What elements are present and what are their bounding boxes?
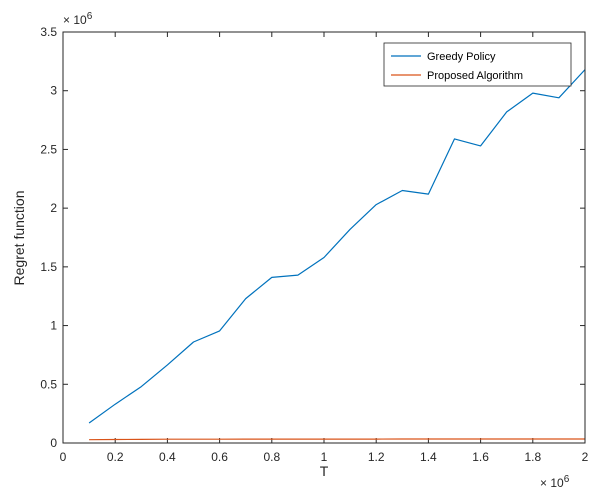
x-tick-label: 1.8 (524, 450, 541, 464)
y-tick-label: 0.5 (40, 377, 57, 391)
series-line-greedy-policy (88, 69, 586, 424)
y-tick-label: 1.5 (40, 260, 57, 274)
y-tick-label: 3.5 (40, 25, 57, 39)
y-exponent-label: × 106 (63, 11, 93, 27)
y-axis-label: Regret function (11, 191, 27, 286)
y-tick-label: 3 (50, 84, 57, 98)
legend-box (383, 42, 572, 87)
series-layer (88, 69, 586, 441)
x-tick-label: 0.8 (263, 450, 280, 464)
x-tick-label: 1.2 (368, 450, 385, 464)
x-tick-label: 1.4 (420, 450, 437, 464)
y-tick-label: 2 (50, 201, 57, 215)
plot-area (63, 32, 585, 443)
x-axis-label: T (320, 463, 329, 479)
x-tick-label: 1 (321, 450, 328, 464)
x-tick-label: 0.6 (211, 450, 228, 464)
y-tick-label: 2.5 (40, 142, 57, 156)
x-tick-label: 0.4 (159, 450, 176, 464)
y-tick-label: 1 (50, 319, 57, 333)
y-tick-label: 0 (50, 436, 57, 450)
legend-label-proposed-algorithm: Proposed Algorithm (427, 70, 523, 82)
x-tick-label: 0 (60, 450, 67, 464)
x-tick-label: 2 (582, 450, 589, 464)
x-tick-label: 1.6 (472, 450, 489, 464)
x-axis-ticks: 0 0.2 0.4 0.6 0.8 1 1.2 1.4 1.6 1.8 2 (60, 32, 589, 464)
legend-label-greedy-policy: Greedy Policy (427, 51, 496, 63)
plot-frame (62, 31, 586, 444)
series-line-proposed-algorithm (89, 438, 585, 441)
x-exponent-label: × 106 (540, 474, 570, 490)
x-tick-label: 0.2 (107, 450, 124, 464)
legend: Greedy Policy Proposed Algorithm (383, 42, 572, 87)
y-axis-ticks: 0 0.5 1 1.5 2 2.5 3 3.5 (40, 25, 585, 450)
